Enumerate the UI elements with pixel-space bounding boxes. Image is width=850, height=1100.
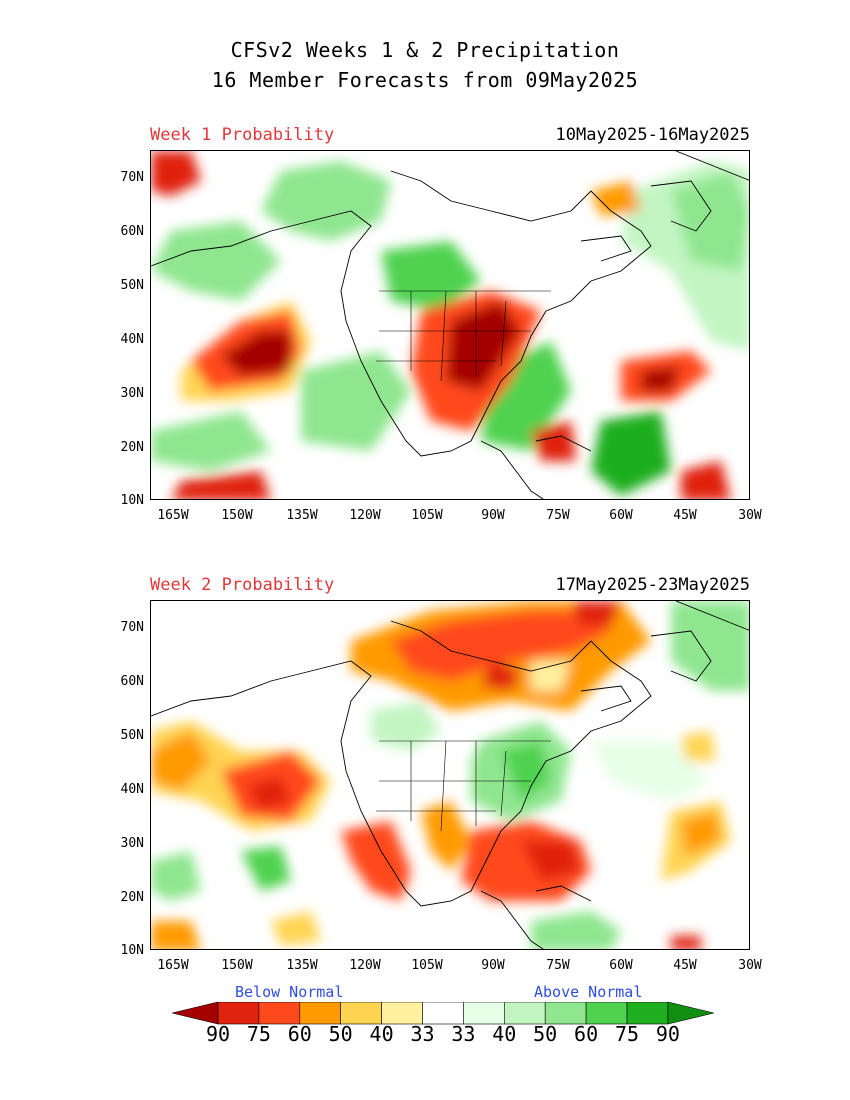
legend-swatch (422, 1002, 464, 1025)
week1-lon-60w: 60W (609, 508, 633, 523)
week1-map (150, 150, 750, 500)
legend-value: 75 (246, 1022, 271, 1046)
week2-lat-50n: 50N (120, 728, 144, 743)
legend-arrow-right (667, 1002, 714, 1025)
legend-value: 40 (369, 1022, 394, 1046)
week1-lon-90w: 90W (481, 508, 505, 523)
legend-value: 50 (533, 1022, 558, 1046)
week1-lat-30n: 30N (120, 386, 144, 401)
legend-value: 33 (451, 1022, 476, 1046)
week1-lon-165w: 165W (157, 508, 189, 523)
legend-swatch (381, 1002, 423, 1025)
legend-value: 90 (205, 1022, 231, 1046)
legend-swatch (217, 1002, 260, 1025)
legend-value: 60 (574, 1022, 599, 1046)
legend-value: 60 (287, 1022, 312, 1046)
week2-lon-135w: 135W (286, 958, 318, 973)
legend-value: 33 (410, 1022, 435, 1046)
legend-above-normal: Above Normal (534, 983, 643, 1001)
week1-lon-30w: 30W (738, 508, 762, 523)
week1-lat-40n: 40N (120, 332, 144, 347)
week2-panel-label: Week 2 Probability (150, 575, 335, 595)
legend-swatch (463, 1002, 505, 1025)
week1-lon-75w: 75W (546, 508, 570, 523)
title-line-1: CFSv2 Weeks 1 & 2 Precipitation (230, 38, 620, 62)
week2-map (150, 600, 750, 950)
legend-swatch (544, 1002, 587, 1025)
week1-lat-60n: 60N (120, 224, 144, 239)
week1-panel-label: Week 1 Probability (150, 125, 335, 145)
legend-swatch (340, 1002, 382, 1025)
week2-lon-165w: 165W (157, 958, 189, 973)
week1-lon-135w: 135W (286, 508, 318, 523)
title-line-2: 16 Member Forecasts from 09May2025 (211, 68, 639, 92)
week2-lat-20n: 20N (120, 890, 144, 905)
legend-swatch (585, 1002, 628, 1025)
week2-lat-30n: 30N (120, 836, 144, 851)
week1-lon-120w: 120W (349, 508, 381, 523)
legend-colorbar (172, 1002, 714, 1025)
week1-lon-150w: 150W (221, 508, 253, 523)
legend-arrow-left (172, 1002, 219, 1025)
week1-lon-105w: 105W (411, 508, 443, 523)
week2-date-range: 17May2025-23May2025 (555, 575, 750, 595)
week2-map-graphic (151, 601, 749, 949)
week2-lon-150w: 150W (221, 958, 253, 973)
week2-lon-90w: 90W (481, 958, 505, 973)
week2-lon-75w: 75W (546, 958, 570, 973)
week1-lat-20n: 20N (120, 440, 144, 455)
week1-date-range: 10May2025-16May2025 (555, 125, 750, 145)
week2-lat-70n: 70N (120, 620, 144, 635)
week2-lon-60w: 60W (609, 958, 633, 973)
legend-swatch (503, 1002, 546, 1025)
week2-lat-40n: 40N (120, 782, 144, 797)
legend-swatch (299, 1002, 342, 1025)
week1-lat-50n: 50N (120, 278, 144, 293)
week2-lat-10n: 10N (120, 943, 144, 958)
week1-lon-45w: 45W (673, 508, 697, 523)
week1-lat-10n: 10N (120, 493, 144, 508)
week2-lat-60n: 60N (120, 674, 144, 689)
week2-lon-105w: 105W (411, 958, 443, 973)
legend-value: 50 (328, 1022, 353, 1046)
week2-lon-120w: 120W (349, 958, 381, 973)
legend-swatch (258, 1002, 301, 1025)
legend-value: 75 (614, 1022, 640, 1046)
week2-lon-45w: 45W (673, 958, 697, 973)
week1-lat-70n: 70N (120, 170, 144, 185)
legend-swatch (626, 1002, 669, 1025)
legend-below-normal: Below Normal (235, 983, 344, 1001)
week2-lon-30w: 30W (738, 958, 762, 973)
legend-value: 90 (655, 1022, 680, 1046)
week1-map-graphic (151, 151, 749, 499)
legend-value: 40 (492, 1022, 517, 1046)
